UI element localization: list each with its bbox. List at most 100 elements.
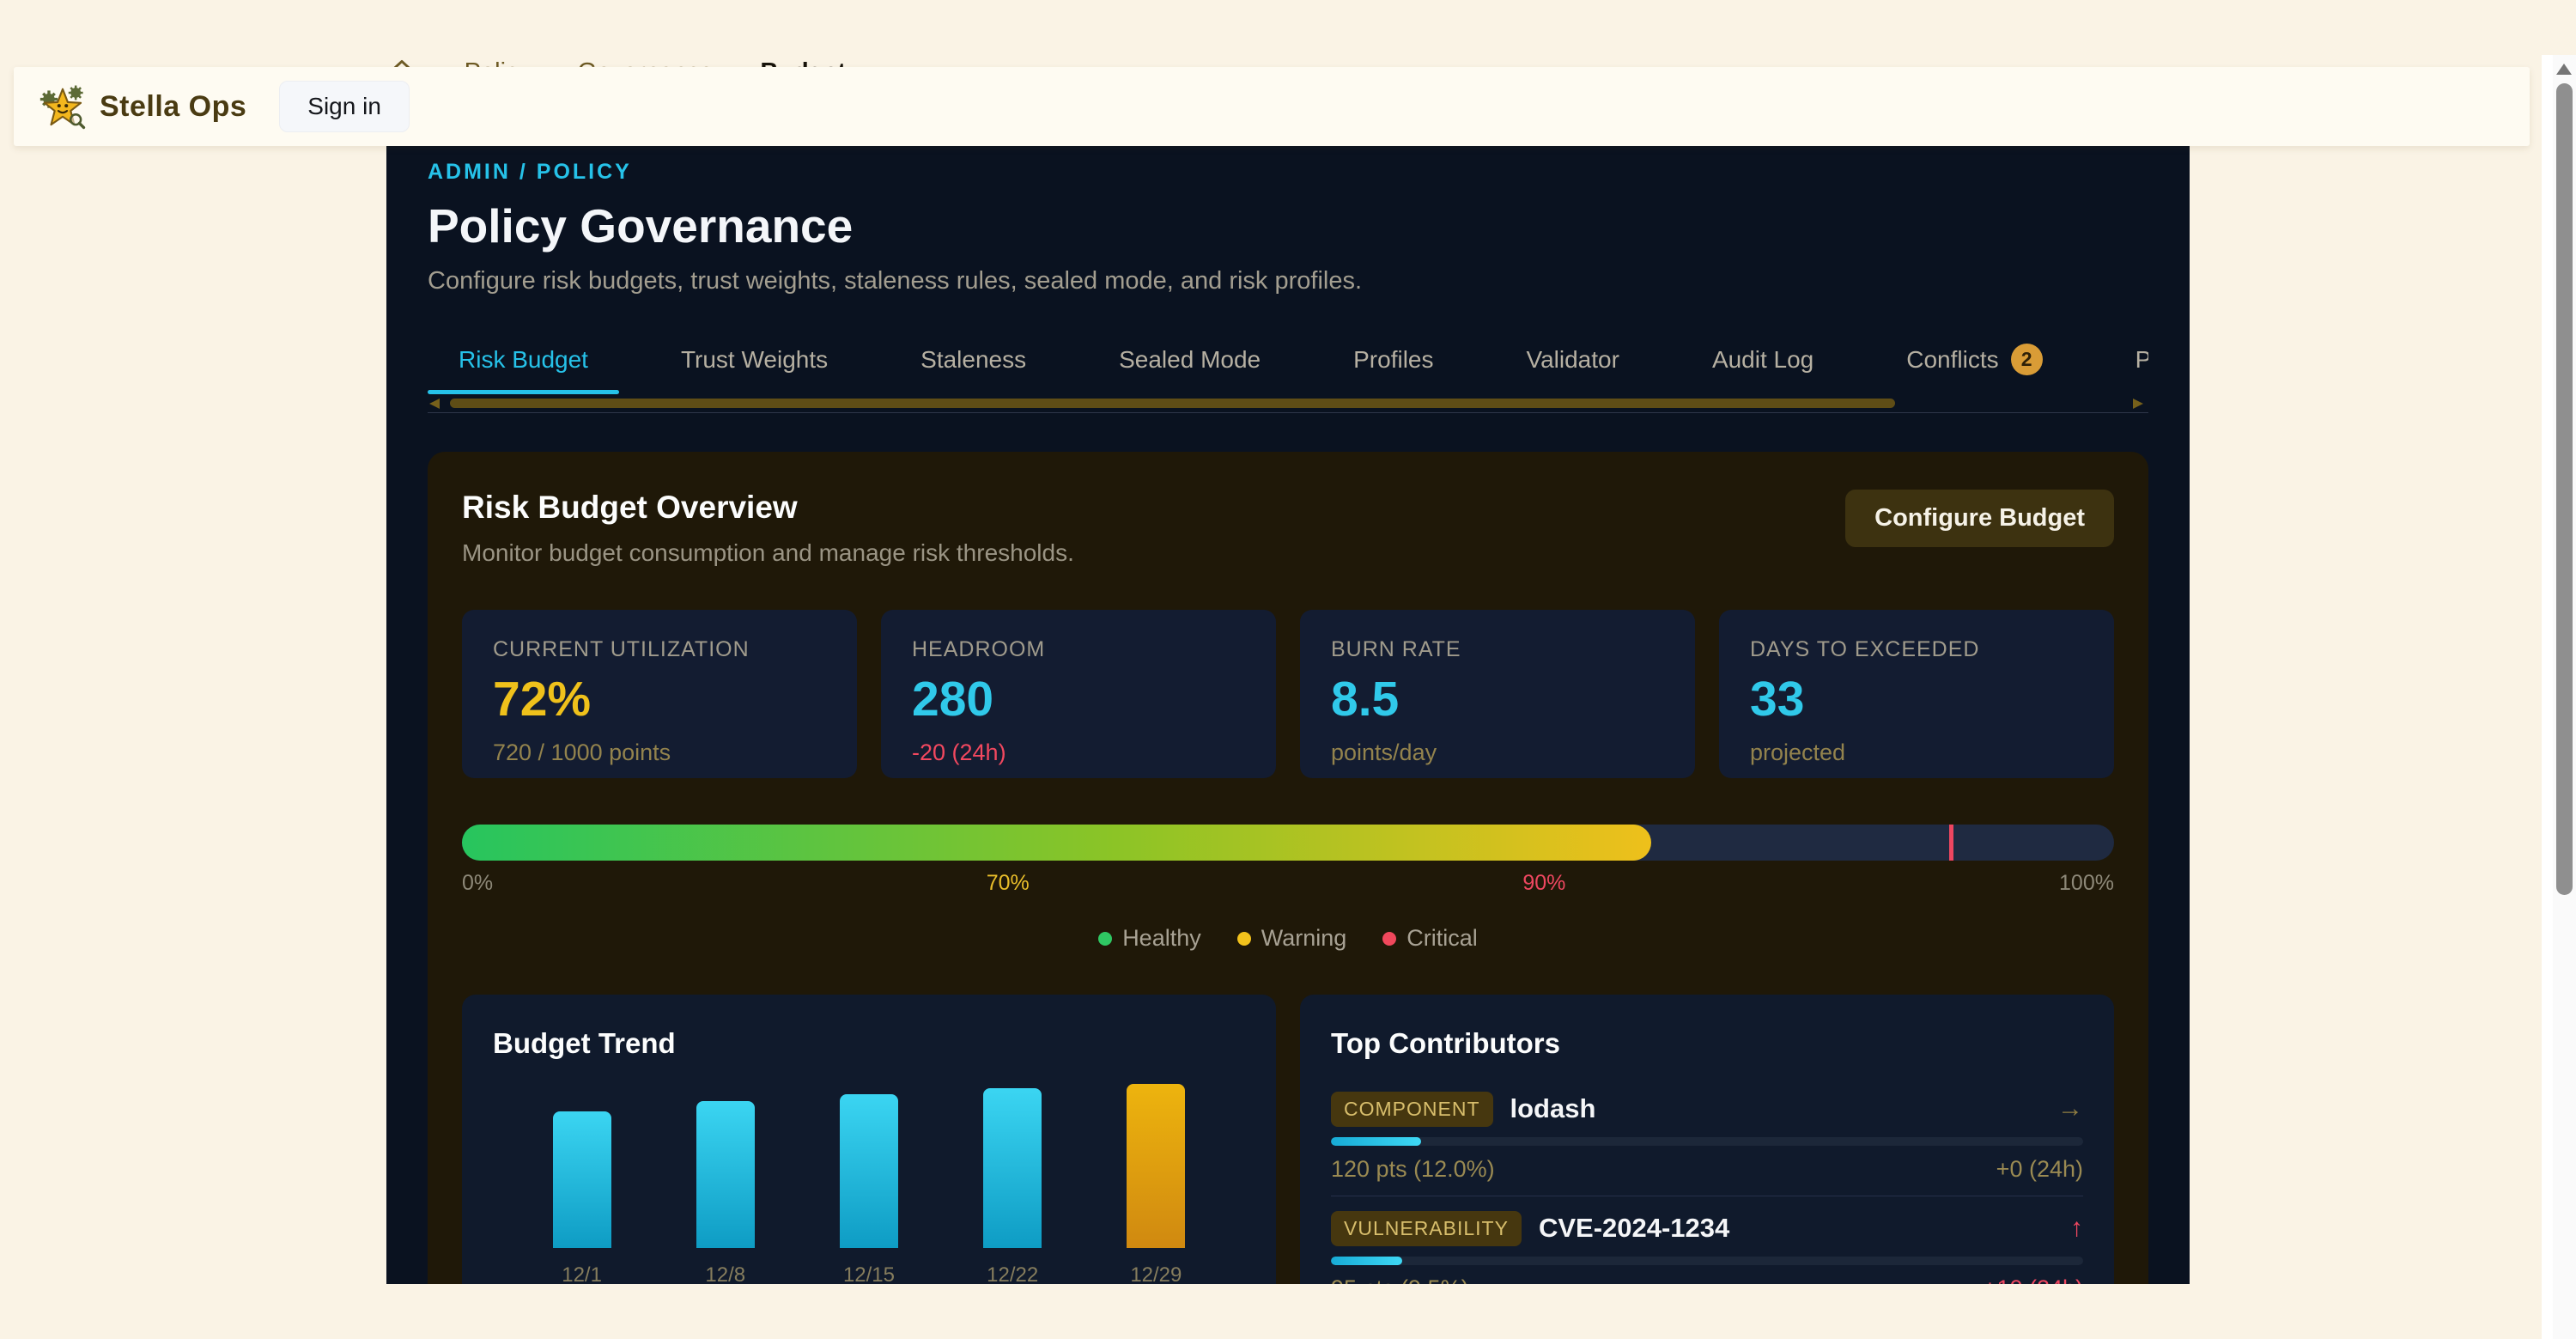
tab-scrollbar[interactable] xyxy=(428,398,2148,409)
eyebrow: ADMIN / POLICY xyxy=(428,160,632,184)
trend-bar-column: 12/29 xyxy=(1104,1084,1207,1284)
brand: Stella Ops xyxy=(39,83,246,130)
budget-trend-title: Budget Trend xyxy=(493,1027,676,1059)
budget-trend-chart: 12/1 12/8 12/15 12/22 12/29 xyxy=(493,1068,1245,1284)
page-scrollbar-thumb[interactable] xyxy=(2556,83,2573,895)
trend-x-label: 12/29 xyxy=(1130,1263,1182,1284)
stella-ops-logo-icon xyxy=(39,83,86,130)
stat-subtext: projected xyxy=(1750,739,1846,765)
stat-value: 33 xyxy=(1750,672,1805,727)
trend-bar-column: 12/1 xyxy=(531,1111,634,1284)
contributor-delta: +10 (24h) xyxy=(1984,1275,2083,1284)
stat-value: 8.5 xyxy=(1331,672,1400,727)
contributor-points: 95 pts (9.5%) xyxy=(1331,1275,1469,1284)
stat-card-row: CURRENT UTILIZATION 72% 720 / 1000 points H… xyxy=(462,610,2114,778)
contribution-bar xyxy=(1331,1137,2083,1146)
stat-subtext: points/day xyxy=(1331,739,1437,765)
sign-in-button[interactable]: Sign in xyxy=(279,81,410,132)
contributor-row-cve-2024-1234[interactable]: VULNERABILITY CVE-2024-1234 ↑ 95 pts (9.5%)… xyxy=(1331,1210,2083,1284)
healthy-dot-icon xyxy=(1098,931,1113,946)
budget-trend-panel: Budget Trend 12/1 12/8 12/15 12/22 12/29 xyxy=(462,995,1276,1284)
threshold-label: 90% xyxy=(1522,871,1566,895)
stat-subtext: 720 / 1000 points xyxy=(493,739,671,765)
legend-item-critical: Critical xyxy=(1382,925,1478,952)
tab-bar: Risk Budget Trust Weights Staleness Sealed … xyxy=(428,344,2148,394)
trend-bar-12/15 xyxy=(839,1094,898,1248)
stat-label: CURRENT UTILIZATION xyxy=(493,637,750,661)
conflicts-count-badge: 2 xyxy=(2010,344,2043,375)
top-bar: Stella Ops Sign in xyxy=(14,67,2530,146)
stat-label: DAYS TO EXCEEDED xyxy=(1750,637,1980,661)
risk-budget-overview-panel: Risk Budget Overview Monitor budget cons… xyxy=(428,452,2148,1284)
stat-card: DAYS TO EXCEEDED 33 projected xyxy=(1719,610,2114,778)
tab-scroll-right-icon[interactable] xyxy=(2133,399,2143,409)
stat-value: 72% xyxy=(493,672,592,727)
tab-risk-budget[interactable]: Risk Budget xyxy=(428,344,619,394)
stat-subtext: -20 (24h) xyxy=(912,739,1006,765)
threshold-labels: 0% 70% 90% 100% xyxy=(462,871,2114,896)
tab-label: Risk Budget xyxy=(459,345,588,373)
contributor-name: CVE-2024-1234 xyxy=(1538,1213,1730,1243)
trend-x-label: 12/15 xyxy=(842,1263,895,1284)
legend-label: Healthy xyxy=(1122,925,1201,951)
arrow-right-icon[interactable]: → xyxy=(2057,1094,2083,1123)
stat-card: HEADROOM 280 -20 (24h) xyxy=(881,610,1276,778)
tab-trust-weights[interactable]: Trust Weights xyxy=(650,344,859,394)
page-subtitle: Configure risk budgets, trust weights, s… xyxy=(428,267,1363,295)
budget-bar-fill xyxy=(462,825,1652,861)
trend-x-label: 12/1 xyxy=(562,1263,602,1284)
tab-profiles[interactable]: Profiles xyxy=(1322,344,1464,394)
tab-label: Sealed Mode xyxy=(1119,345,1261,373)
contributor-points: 120 pts (12.0%) xyxy=(1331,1156,1495,1182)
trend-up-icon[interactable]: ↑ xyxy=(2070,1214,2083,1242)
page-scrollbar[interactable] xyxy=(2542,55,2576,1339)
tab-pl[interactable]: Pl xyxy=(2105,344,2148,394)
stat-value: 280 xyxy=(912,672,994,727)
scroll-up-icon[interactable] xyxy=(2556,64,2572,75)
tab-label: Profiles xyxy=(1353,345,1434,373)
top-contributors-title: Top Contributors xyxy=(1331,1027,1560,1059)
policy-governance-card: ADMIN / POLICY Policy Governance Configu… xyxy=(386,120,2190,1284)
budget-utilization-bar xyxy=(462,825,2114,861)
overview-subtitle: Monitor budget consumption and manage ri… xyxy=(462,539,1074,566)
stat-card: CURRENT UTILIZATION 72% 720 / 1000 points xyxy=(462,610,857,778)
trend-x-label: 12/22 xyxy=(987,1263,1039,1284)
contributor-row-lodash[interactable]: COMPONENT lodash → 120 pts (12.0%) +0 (24h) xyxy=(1331,1091,2083,1182)
tab-staleness[interactable]: Staleness xyxy=(890,344,1057,394)
contribution-bar xyxy=(1331,1257,2083,1265)
tab-audit-log[interactable]: Audit Log xyxy=(1681,344,1844,394)
tab-label: Trust Weights xyxy=(680,345,829,373)
tab-label: Validator xyxy=(1526,345,1619,373)
tab-label: Staleness xyxy=(920,345,1027,373)
stat-label: HEADROOM xyxy=(912,637,1046,661)
contributor-type-badge: COMPONENT xyxy=(1331,1091,1493,1127)
threshold-label: 70% xyxy=(986,871,1030,895)
trend-bar-12/8 xyxy=(696,1101,755,1248)
trend-bar-12/29 xyxy=(1127,1084,1186,1248)
tab-scrollbar-thumb[interactable] xyxy=(450,399,1896,408)
tab-sealed-mode[interactable]: Sealed Mode xyxy=(1088,344,1291,394)
legend-label: Warning xyxy=(1261,925,1347,951)
overview-title: Risk Budget Overview xyxy=(462,490,798,525)
trend-bar-12/1 xyxy=(552,1111,611,1248)
tab-validator[interactable]: Validator xyxy=(1496,344,1650,394)
contributor-list: COMPONENT lodash → 120 pts (12.0%) +0 (24h) V… xyxy=(1331,1091,2083,1284)
trend-x-label: 12/8 xyxy=(705,1263,746,1284)
threshold-label: 0% xyxy=(462,871,494,895)
trend-bar-column: 12/15 xyxy=(817,1094,920,1284)
critical-dot-icon xyxy=(1382,931,1397,946)
critical-threshold-marker xyxy=(1948,825,1953,861)
page-title: Policy Governance xyxy=(428,199,854,253)
tab-conflicts[interactable]: Conflicts 2 xyxy=(1875,344,2073,394)
warning-dot-icon xyxy=(1236,931,1251,946)
trend-bar-12/22 xyxy=(983,1088,1042,1248)
top-contributors-panel: Top Contributors COMPONENT lodash → 120 pts… xyxy=(1300,995,2114,1284)
contributor-name: lodash xyxy=(1510,1093,1596,1123)
tab-label: Audit Log xyxy=(1711,345,1814,373)
contributor-type-badge: VULNERABILITY xyxy=(1331,1210,1522,1246)
tab-scroll-left-icon[interactable] xyxy=(429,399,440,409)
legend-item-healthy: Healthy xyxy=(1098,925,1201,952)
status-legend: Healthy Warning Critical xyxy=(462,925,2114,952)
legend-label: Critical xyxy=(1406,925,1478,951)
configure-budget-button[interactable]: Configure Budget xyxy=(1845,490,2114,547)
